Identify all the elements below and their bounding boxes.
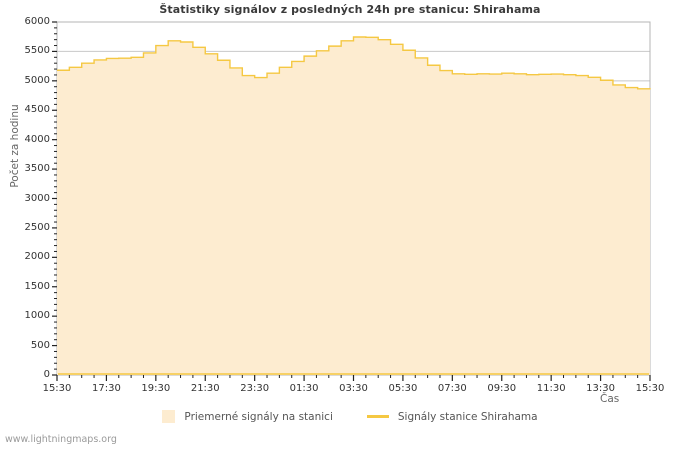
y-axis-tick-label: 2500	[24, 221, 50, 233]
x-axis-tick-label: 15:30	[42, 383, 72, 394]
y-axis-tick-label: 500	[30, 339, 50, 351]
x-axis-tick-label: 17:30	[91, 383, 121, 394]
chart-title: Štatistiky signálov z posledných 24h pre…	[159, 3, 541, 16]
y-axis-tick-label: 5000	[24, 74, 50, 86]
y-axis-tick-label: 6000	[24, 16, 50, 27]
x-axis-tick-label: 23:30	[240, 383, 270, 394]
y-axis-tick-label: 4000	[24, 133, 50, 145]
legend-label-station: Signály stanice Shirahama	[397, 410, 538, 423]
y-axis-tick-label: 3000	[24, 192, 50, 204]
x-axis-tick-label: 19:30	[141, 383, 171, 394]
area-series-average-signals	[57, 37, 650, 375]
legend-label-average: Priemerné signály na stanici	[184, 410, 333, 423]
x-axis-tick-label: 11:30	[536, 383, 566, 394]
y-axis-tick-label: 1500	[24, 280, 50, 292]
x-axis-label: Čas	[600, 393, 620, 405]
x-axis-tick-label: 13:30	[586, 383, 615, 394]
chart-legend: Priemerné signály na stanici Signály sta…	[0, 410, 700, 423]
y-axis-tick-label: 3500	[24, 163, 50, 175]
x-axis-tick-label: 15:30	[635, 383, 665, 394]
line-series-station-signals	[57, 36, 651, 90]
x-axis-tick-label: 01:30	[289, 383, 319, 394]
y-axis-tick-label: 2000	[24, 251, 50, 263]
x-axis-tick-label: 21:30	[190, 383, 220, 394]
legend-item-station[interactable]: Signály stanice Shirahama	[366, 410, 538, 423]
legend-area-swatch-icon	[162, 410, 176, 423]
y-axis-tick-label: 1000	[24, 310, 50, 322]
x-axis-tick-label: 05:30	[388, 383, 418, 394]
legend-line-swatch-icon	[366, 415, 389, 418]
x-axis-tick-label: 09:30	[487, 383, 517, 394]
y-axis-tick-label: 5500	[24, 45, 50, 57]
x-axis-tick-label: 07:30	[437, 383, 467, 394]
x-axis-tick-label: 03:30	[339, 383, 368, 394]
y-axis-tick-label: 0	[43, 369, 50, 380]
legend-item-average[interactable]: Priemerné signály na stanici	[162, 410, 333, 423]
watermark: www.lightningmaps.org	[5, 434, 117, 445]
y-axis-tick-label: 4500	[24, 104, 50, 116]
